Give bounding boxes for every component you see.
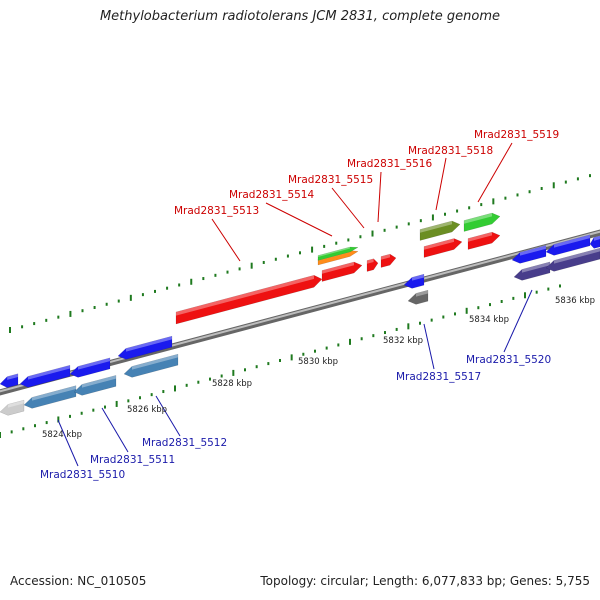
kbp-tick-label: 5834 kbp bbox=[469, 315, 509, 325]
gene-mrad2831-5513 bbox=[175, 275, 323, 325]
callout-line bbox=[331, 187, 365, 229]
callout-line bbox=[57, 419, 79, 467]
gene-reverse-dark bbox=[407, 289, 429, 305]
reverse-gene-label: Mrad2831_5512 bbox=[142, 437, 227, 449]
kbp-tick-label: 5830 kbp bbox=[298, 357, 338, 367]
forward-gene-label: Mrad2831_5514 bbox=[229, 189, 314, 201]
gene-mrad2831-5516b bbox=[380, 253, 397, 268]
gene-mrad2831-5514 bbox=[321, 261, 363, 282]
callout-line bbox=[435, 157, 447, 211]
callout-line bbox=[503, 289, 533, 353]
accession-label: Accession: NC_010505 bbox=[10, 574, 147, 588]
gene-features bbox=[0, 212, 600, 416]
gene-mrad2831-5511 bbox=[69, 357, 111, 378]
callout-line bbox=[155, 395, 181, 437]
callout-line bbox=[101, 407, 129, 453]
callout-line bbox=[423, 323, 435, 370]
kbp-tick-label: 5824 kbp bbox=[42, 430, 82, 440]
gene-reverse-gray bbox=[0, 399, 25, 416]
gene-mrad2831-5518 bbox=[423, 238, 463, 258]
map-title: Methylobacterium radiotolerans JCM 2831,… bbox=[99, 9, 501, 24]
topology-label: Topology: circular; Length: 6,077,833 bp… bbox=[260, 574, 590, 588]
reverse-gene-label: Mrad2831_5517 bbox=[396, 371, 481, 383]
forward-gene-label: Mrad2831_5515 bbox=[288, 174, 373, 186]
gene-reverse-steel-c bbox=[123, 353, 179, 378]
gene-mrad2831-5512 bbox=[117, 335, 173, 360]
callout-line bbox=[211, 218, 241, 262]
reverse-gene-label: Mrad2831_5510 bbox=[40, 469, 125, 481]
forward-gene-label: Mrad2831_5516 bbox=[347, 158, 432, 170]
gene-mrad2831-5518b bbox=[419, 220, 461, 241]
gene-reverse-slate-b bbox=[545, 247, 600, 272]
kbp-labels: 5824 kbp 5826 kbp 5828 kbp 5830 kbp 5832 kbp… bbox=[42, 296, 595, 440]
gene-callouts: Mrad2831_5513 Mrad2831_5514 Mrad2831_5515 M… bbox=[40, 129, 559, 481]
forward-gene-label: Mrad2831_5519 bbox=[474, 129, 559, 141]
gene-mrad2831-5519 bbox=[467, 231, 501, 250]
kbp-tick-label: 5826 kbp bbox=[127, 405, 167, 415]
callout-line bbox=[265, 202, 333, 237]
gene-mrad2831-5521 bbox=[545, 234, 591, 256]
gene-reverse-steel-b bbox=[73, 374, 117, 396]
callout-line bbox=[477, 142, 513, 203]
forward-gene-label: Mrad2831_5518 bbox=[408, 145, 493, 157]
gene-mrad2831-5519b bbox=[463, 212, 501, 232]
callout-line bbox=[377, 171, 382, 223]
kbp-tick-label: 5836 kbp bbox=[555, 296, 595, 306]
gene-mrad2831-5510 bbox=[19, 364, 71, 388]
gene-reverse-slate-a bbox=[513, 261, 551, 281]
scale-ticks bbox=[0, 174, 591, 438]
reverse-gene-label: Mrad2831_5511 bbox=[90, 454, 175, 466]
kbp-tick-label: 5832 kbp bbox=[383, 336, 423, 346]
gene-mrad2831-5520 bbox=[511, 245, 547, 264]
gene-mrad2831-5516a bbox=[366, 258, 379, 272]
gene-mrad2831-5509 bbox=[0, 373, 19, 388]
kbp-tick-label: 5828 kbp bbox=[212, 379, 252, 389]
gene-mrad2831-5517 bbox=[403, 273, 425, 289]
gene-mrad2831-5515b bbox=[317, 246, 359, 261]
gene-reverse-steel-a bbox=[23, 385, 77, 409]
forward-gene-label: Mrad2831_5513 bbox=[174, 205, 259, 217]
gene-mrad2831-5522 bbox=[589, 235, 600, 249]
reverse-gene-label: Mrad2831_5520 bbox=[466, 354, 551, 366]
